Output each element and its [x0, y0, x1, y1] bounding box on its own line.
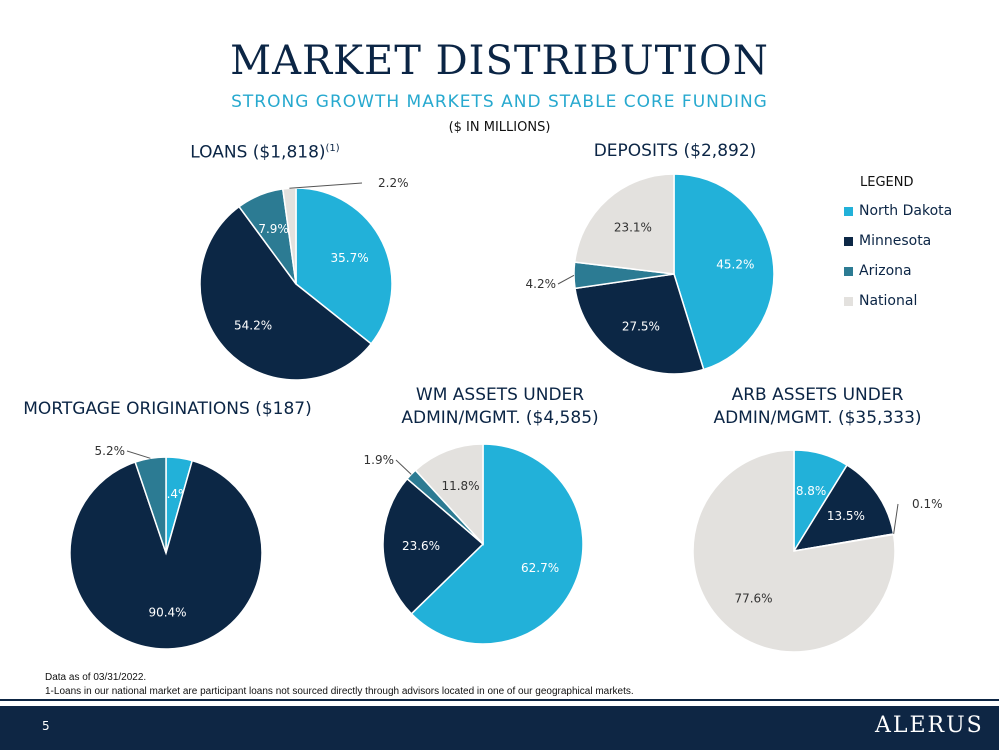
loans-label-national: 2.2%: [378, 176, 409, 190]
alerus-logo: ALERUS: [875, 713, 984, 738]
arb-title-line1: ARB ASSETS UNDER: [731, 385, 904, 405]
arb-label-minnesota: 13.5%: [827, 509, 865, 523]
mortgage-label-arizona: 5.2%: [95, 444, 126, 458]
legend-item-national: National: [834, 286, 974, 316]
legend-item-north-dakota: North Dakota: [834, 196, 974, 226]
deposits-chart-title: DEPOSITS ($2,892): [593, 141, 757, 161]
legend-title: LEGEND: [860, 175, 914, 190]
units-note: ($ IN MILLIONS): [448, 120, 551, 135]
wm-slice-north-dakota: [410, 443, 584, 645]
loans-slice-minnesota: [199, 205, 373, 381]
arb-slice-national: [692, 449, 896, 653]
wm-leader-arizona: [395, 459, 412, 475]
footer-bar: [0, 706, 999, 750]
mortgage-leader-arizona: [126, 450, 151, 459]
footnote-date: Data as of 03/31/2022.: [45, 672, 147, 683]
arb-slice-minnesota: [792, 464, 895, 553]
wm-slice-minnesota: [382, 477, 485, 615]
loans-leader-national: [289, 182, 363, 189]
legend-label-national: National: [859, 293, 918, 309]
loans-label-north-dakota: 35.7%: [331, 251, 369, 265]
arb-chart-title: ARB ASSETS UNDER ADMIN/MGMT. ($35,333): [690, 384, 945, 430]
deposits-pie: 45.2% 27.5% 4.2% 23.1%: [526, 173, 775, 375]
footnotes: Data as of 03/31/2022. 1-Loans in our na…: [45, 671, 634, 699]
legend-swatch-minnesota: [844, 236, 853, 246]
legend-swatch-north-dakota: [844, 206, 853, 216]
mortgage-label-minnesota: 90.4%: [148, 606, 186, 620]
deposits-label-national: 23.1%: [614, 221, 652, 235]
arb-label-national: 77.6%: [734, 592, 772, 606]
loans-title-text: LOANS ($1,818): [190, 142, 326, 163]
legend: LEGEND North Dakota Minnesota Arizona Na…: [834, 175, 974, 316]
deposits-leader-arizona: [557, 274, 575, 285]
legend-label-north-dakota: North Dakota: [859, 203, 953, 219]
loans-pie: 35.7% 54.2% 7.9% 2.2%: [199, 176, 409, 381]
wm-pie: 62.7% 23.6% 1.9% 11.8%: [364, 443, 584, 645]
mortgage-pie: 4.4%90.4%5.2%: [69, 444, 263, 650]
wm-label-national: 11.8%: [441, 479, 479, 493]
deposits-slice-north-dakota: [673, 173, 775, 371]
loans-slice-north-dakota: [295, 187, 393, 345]
arb-leader-arizona: [893, 503, 899, 535]
page-title: MARKET DISTRIBUTION: [230, 38, 769, 84]
deposits-label-minnesota: 27.5%: [622, 320, 660, 334]
arb-label-arizona: 0.1%: [912, 497, 943, 511]
pie-charts-canvas: 35.7%54.2%7.9%2.2%45.2%27.5%4.2%23.1%4.4…: [69, 173, 943, 653]
footnote-loans: 1-Loans in our national market are parti…: [45, 686, 634, 697]
arb-title-line2: ADMIN/MGMT. ($35,333): [713, 408, 922, 428]
legend-item-minnesota: Minnesota: [834, 226, 974, 256]
wm-label-north-dakota: 62.7%: [521, 561, 559, 575]
loans-label-arizona: 7.9%: [258, 222, 289, 236]
wm-chart-title: WM ASSETS UNDER ADMIN/MGMT. ($4,585): [370, 384, 630, 430]
wm-label-minnesota: 23.6%: [402, 539, 440, 553]
deposits-label-arizona: 4.2%: [526, 277, 557, 291]
wm-title-line2: ADMIN/MGMT. ($4,585): [401, 408, 599, 428]
loans-chart-title: LOANS ($1,818)(1): [150, 137, 380, 165]
loans-label-minnesota: 54.2%: [234, 318, 272, 332]
page-subtitle: STRONG GROWTH MARKETS AND STABLE CORE FU…: [231, 92, 768, 112]
footer-rule: [0, 699, 999, 701]
mortgage-chart-title: MORTGAGE ORIGINATIONS ($187): [23, 399, 312, 419]
legend-item-arizona: Arizona: [834, 256, 974, 286]
legend-swatch-national: [844, 296, 853, 306]
deposits-label-north-dakota: 45.2%: [716, 258, 754, 272]
deposits-slice-minnesota: [574, 273, 705, 375]
wm-slice-national: [414, 443, 484, 546]
loans-footnote-marker: (1): [325, 143, 340, 154]
wm-label-arizona: 1.9%: [364, 453, 395, 467]
legend-label-arizona: Arizona: [859, 263, 912, 279]
arb-pie: 8.8%13.5% 0.1% 77.6%: [692, 449, 943, 653]
mortgage-slice-minnesota: [69, 459, 263, 650]
legend-swatch-arizona: [844, 266, 853, 276]
deposits-slice-national: [573, 173, 675, 275]
page-number: 5: [42, 719, 50, 733]
legend-label-minnesota: Minnesota: [859, 233, 932, 249]
wm-title-line1: WM ASSETS UNDER: [415, 385, 585, 405]
arb-label-north-dakota: 8.8%: [796, 484, 827, 498]
